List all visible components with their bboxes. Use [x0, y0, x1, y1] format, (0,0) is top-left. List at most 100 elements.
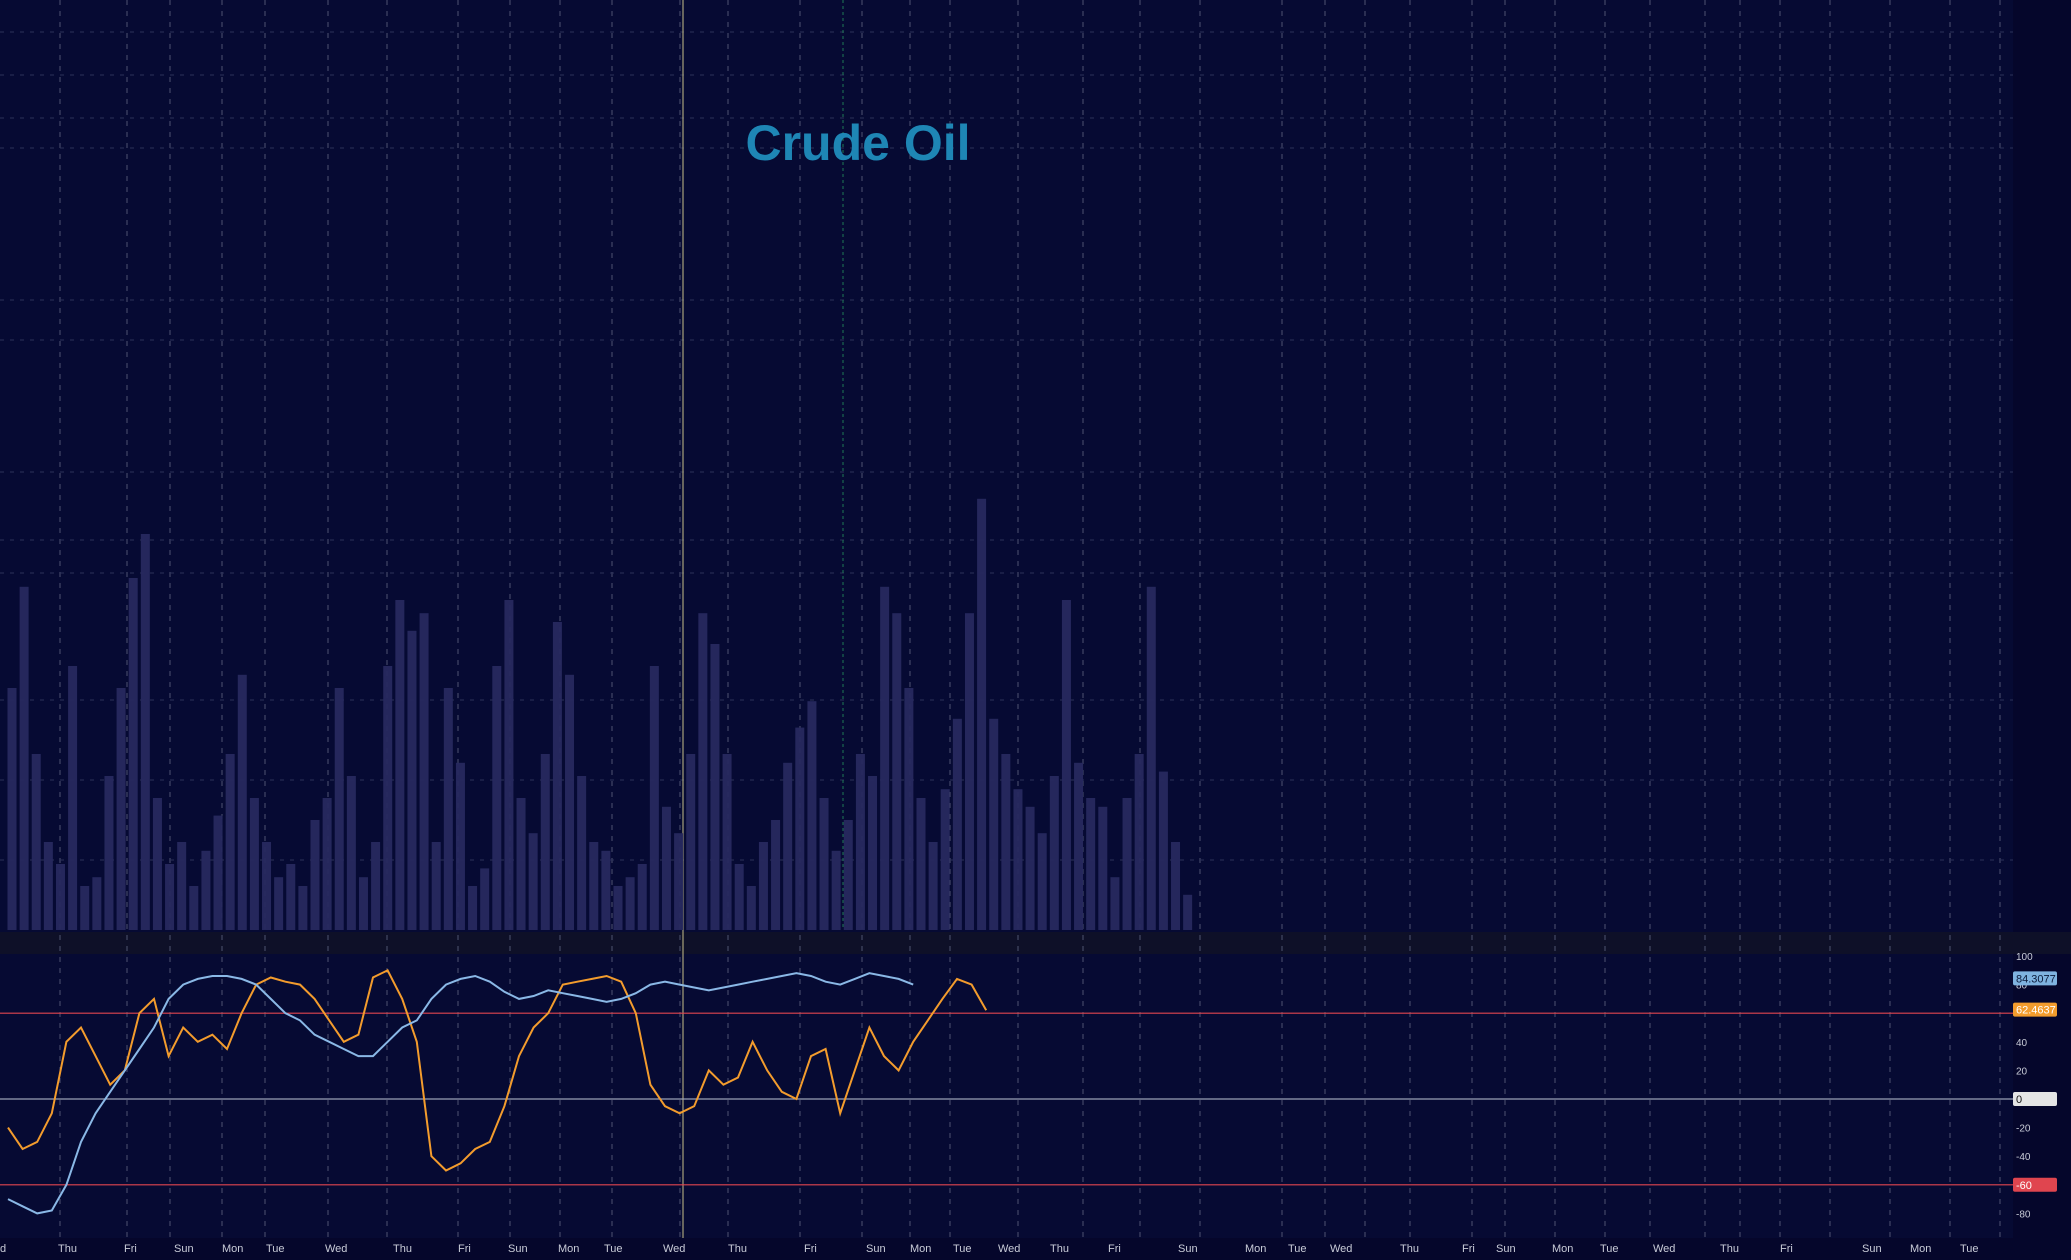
volume-bar: [1146, 586, 1156, 930]
volume-bar: [177, 842, 187, 930]
time-tick-label: Fri: [458, 1243, 471, 1255]
volume-bar: [286, 864, 296, 930]
volume-bar: [395, 600, 405, 930]
time-tick-label: Tue: [266, 1243, 285, 1255]
time-tick-label: Thu: [58, 1243, 77, 1255]
time-tick-label: Tue: [1288, 1243, 1307, 1255]
volume-bar: [358, 877, 368, 930]
time-tick-label: Thu: [1720, 1243, 1739, 1255]
volume-bar: [116, 688, 126, 930]
volume-bar: [443, 688, 453, 930]
panel-divider: [0, 932, 2071, 954]
volume-bar: [346, 776, 356, 930]
volume-bar: [516, 798, 526, 930]
oscillator-tick-label: -20: [2016, 1124, 2031, 1135]
time-tick-label: d: [0, 1243, 6, 1255]
volume-bar: [407, 630, 417, 930]
time-tick-label: Fri: [1780, 1243, 1793, 1255]
time-tick-label: Sun: [174, 1243, 194, 1255]
oscillator-tick-label: -80: [2016, 1209, 2031, 1220]
volume-bar: [128, 578, 138, 930]
time-tick-label: Fri: [1462, 1243, 1475, 1255]
volume-bar: [601, 850, 611, 930]
volume-bar: [565, 674, 575, 930]
grid: [0, 0, 2013, 1240]
time-tick-label: Tue: [953, 1243, 972, 1255]
time-tick-label: Mon: [1245, 1243, 1266, 1255]
time-tick-label: Fri: [1108, 1243, 1121, 1255]
volume-bar: [977, 498, 987, 930]
volume-bar: [916, 798, 926, 930]
volume-bar: [625, 877, 635, 930]
volume-bar: [334, 688, 344, 930]
volume-bar: [7, 688, 17, 930]
oscillator-blue-line: [7, 972, 914, 1215]
volume-bar: [152, 798, 162, 930]
volume-bar: [1061, 600, 1071, 930]
time-tick-label: Mon: [1910, 1243, 1931, 1255]
volume-bar: [419, 613, 429, 930]
volume-bar: [213, 815, 223, 930]
volume-bar: [104, 776, 114, 930]
oscillator-tick-label: 100: [2016, 952, 2033, 963]
time-tick-label: Wed: [325, 1243, 347, 1255]
time-tick-label: Sun: [1178, 1243, 1198, 1255]
volume-bar: [140, 534, 150, 930]
volume-bar: [1086, 798, 1096, 930]
volume-bar: [262, 842, 272, 930]
volume-bar: [807, 701, 817, 930]
volume-bar: [165, 864, 175, 930]
time-tick-label: Fri: [124, 1243, 137, 1255]
volume-bar: [868, 776, 878, 930]
oscillator-tick-label: -40: [2016, 1152, 2031, 1163]
volume-bar: [734, 864, 744, 930]
time-tick-label: Thu: [393, 1243, 412, 1255]
volume-bar: [637, 864, 647, 930]
oscillator-tag-label: -60: [2016, 1180, 2032, 1192]
time-tick-label: Thu: [1400, 1243, 1419, 1255]
time-tick-label: Sun: [508, 1243, 528, 1255]
volume-bar: [68, 666, 78, 930]
volume-bar: [80, 886, 90, 930]
oscillator-tick-label: 40: [2016, 1038, 2028, 1049]
time-tick-label: Fri: [804, 1243, 817, 1255]
oscillator-tag-label: 0: [2016, 1094, 2022, 1106]
volume-bar: [92, 877, 102, 930]
time-axis-background: [0, 1238, 2071, 1260]
volume-bar: [940, 789, 950, 930]
volume-bar: [237, 674, 247, 930]
volume-bar: [649, 666, 659, 930]
time-tick-label: Wed: [663, 1243, 685, 1255]
volume-bar: [819, 798, 829, 930]
volume-bar: [1158, 771, 1168, 930]
oscillator: 100 80 40 20 -20 -40 -80 62.4637 84.3077 0 -60: [0, 952, 2057, 1220]
volume-bar: [831, 850, 841, 930]
volume-bar: [189, 886, 199, 930]
time-tick-label: Tue: [1600, 1243, 1619, 1255]
volume-bar: [686, 754, 696, 930]
volume-bar: [783, 762, 793, 930]
chart-title: Crude Oil: [745, 115, 970, 171]
volume-bar: [855, 754, 865, 930]
time-tick-label: Sun: [1496, 1243, 1516, 1255]
oscillator-tick-label: 20: [2016, 1066, 2028, 1077]
time-tick-label: Mon: [222, 1243, 243, 1255]
time-tick-label: Mon: [910, 1243, 931, 1255]
time-tick-label: Thu: [1050, 1243, 1069, 1255]
volume-bar: [19, 586, 29, 930]
volume-bar: [322, 798, 332, 930]
volume-bar: [492, 666, 502, 930]
time-tick-label: Tue: [604, 1243, 623, 1255]
volume-bar: [274, 877, 284, 930]
volume-bar: [1037, 833, 1047, 930]
time-tick-label: Mon: [1552, 1243, 1573, 1255]
volume-bar: [880, 586, 890, 930]
volume-bar: [1001, 754, 1011, 930]
volume-bar: [710, 644, 720, 930]
oscillator-tag-box: [2013, 1092, 2057, 1106]
volume-bar: [928, 842, 938, 930]
time-tick-label: Wed: [1653, 1243, 1675, 1255]
time-tick-label: Wed: [998, 1243, 1020, 1255]
oscillator-tag-box: [2013, 1002, 2057, 1017]
